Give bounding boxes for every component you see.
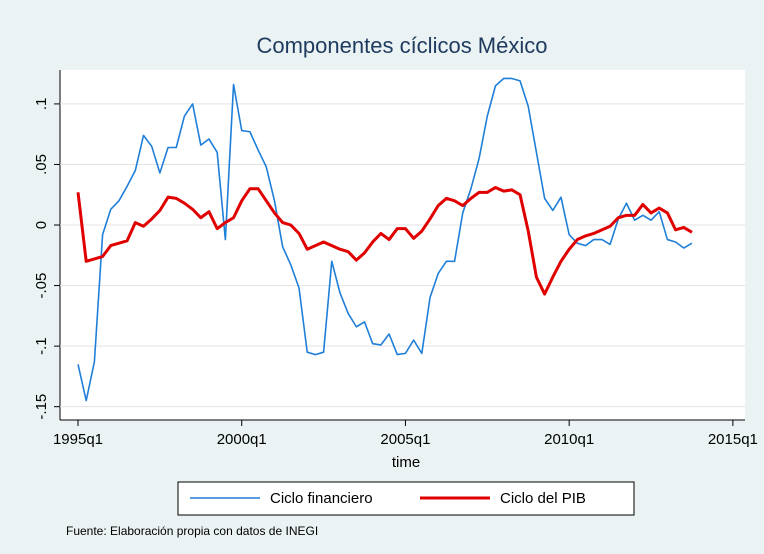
legend-label: Ciclo financiero bbox=[270, 490, 373, 507]
x-tick-label: 2015q1 bbox=[708, 431, 758, 448]
note: Fuente: Elaboración propia con datos de … bbox=[66, 524, 318, 538]
legend-label: Ciclo del PIB bbox=[500, 490, 586, 507]
y-tick-label: .05 bbox=[33, 154, 50, 175]
y-tick-label: -.05 bbox=[33, 273, 50, 299]
y-tick-label: 0 bbox=[33, 221, 50, 229]
y-tick-label: .1 bbox=[33, 98, 50, 111]
series-line bbox=[77, 77, 693, 402]
y-tick-label: -.1 bbox=[33, 337, 50, 355]
x-tick-label: 2010q1 bbox=[544, 431, 594, 448]
x-tick-label: 2000q1 bbox=[217, 431, 267, 448]
chart-title: Componentes cíclicos México bbox=[256, 33, 547, 58]
y-tick-label: -.15 bbox=[33, 394, 50, 420]
x-tick-label: 2005q1 bbox=[380, 431, 430, 448]
x-axis-label: time bbox=[392, 454, 420, 471]
series-line bbox=[76, 185, 693, 296]
plot-area bbox=[60, 70, 745, 420]
x-tick-label: 1995q1 bbox=[53, 431, 103, 448]
